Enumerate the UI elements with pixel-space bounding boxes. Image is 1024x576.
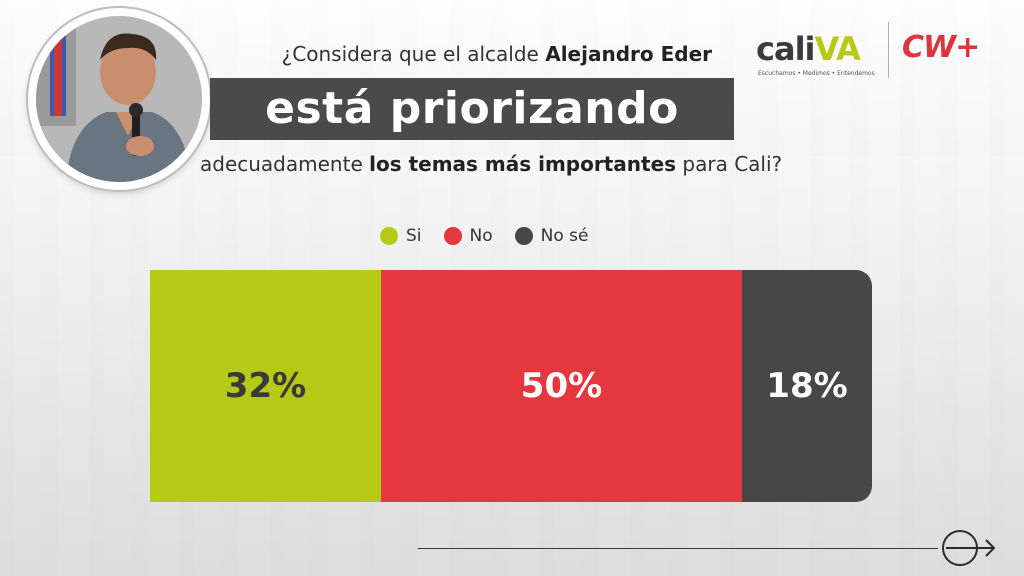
legend-dot-si [380, 227, 398, 245]
question-line-1: ¿Considera que el alcalde Alejandro Eder [232, 42, 712, 66]
stacked-bar-chart: 32% 50% 18% [150, 270, 872, 502]
legend-label-no: No [469, 226, 493, 246]
footer-divider [418, 548, 938, 549]
question-banner [210, 78, 734, 140]
caliva-logo: caliVA Escuchamos • Medimos • Entendemos [756, 28, 875, 78]
question-line-2: adecuadamente los temas más importantes … [200, 152, 782, 176]
arrow-right-icon [942, 530, 996, 566]
mayor-photo [36, 16, 202, 182]
bar-segment-si [150, 270, 381, 502]
bar-label-no: 50% [520, 366, 603, 406]
legend-dot-no [443, 227, 462, 245]
caliva-tagline: Escuchamos • Medimos • Entendemos [758, 70, 875, 77]
legend-dot-nose [514, 227, 533, 245]
logo-divider [888, 22, 889, 78]
legend-item-nose: No sé [514, 226, 589, 246]
caliva-word-va: VA [814, 30, 861, 68]
legend-item-no: No [443, 226, 493, 246]
bar-segment-no [381, 270, 742, 502]
bar-label-nose: 18% [766, 366, 848, 406]
bar-segment-nose [742, 270, 872, 502]
question-prefix: ¿Considera que el alcalde [281, 42, 539, 66]
legend-label-si: Si [406, 226, 422, 246]
bar-label-si: 32% [224, 366, 307, 406]
legend-label-nose: No sé [540, 226, 589, 246]
chart-legend: Si No No sé [380, 224, 588, 248]
question-mid: adecuadamente [200, 152, 363, 176]
question-bold: los temas más importantes [369, 152, 677, 176]
caliva-wordmark: caliVA [756, 30, 861, 68]
question-suffix: para Cali? [682, 152, 783, 176]
legend-item-si: Si [380, 226, 422, 246]
next-arrow-button[interactable] [938, 528, 998, 568]
banner-text: está priorizando [265, 83, 679, 134]
cw-logo: CW+ [902, 30, 980, 65]
mayor-name: Alejandro Eder [545, 42, 712, 66]
caliva-word-cali: cali [756, 30, 815, 68]
person-illustration [36, 16, 202, 182]
